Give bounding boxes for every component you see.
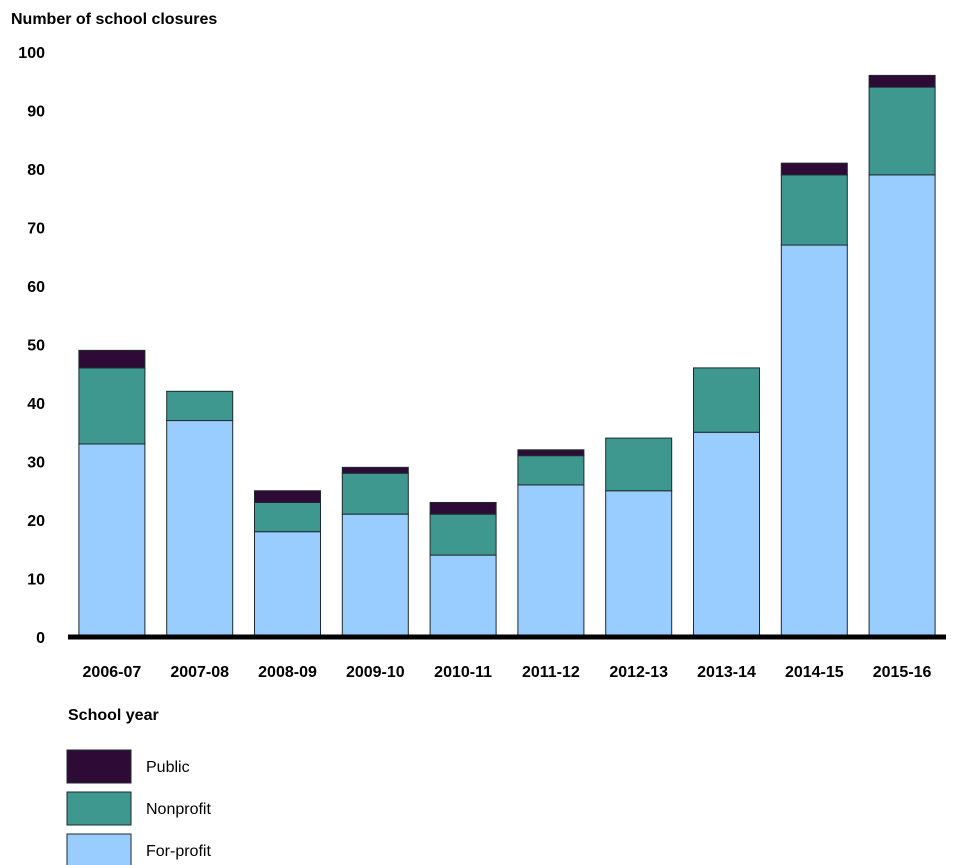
y-axis-tick-labels: 0 10 20 30 40 50 60 70 80 90 100 bbox=[18, 45, 45, 647]
bar-segment-nonprofit bbox=[166, 390, 234, 422]
y-tick-label: 100 bbox=[18, 45, 45, 62]
legend-label: Nonprofit bbox=[146, 801, 211, 818]
bar-segment-for-profit bbox=[254, 531, 321, 638]
y-tick-label: 10 bbox=[27, 572, 45, 589]
x-tick-label: 2011-12 bbox=[522, 664, 580, 681]
bar-segment-nonprofit bbox=[517, 455, 585, 486]
x-tick-label: 2009-10 bbox=[346, 664, 405, 681]
bar-segment-for-profit bbox=[78, 443, 146, 638]
bar-segment-nonprofit bbox=[868, 86, 936, 176]
y-axis-title: Number of school closures bbox=[11, 11, 217, 28]
bar-segment-public bbox=[341, 466, 409, 474]
bar-segment-for-profit bbox=[605, 490, 673, 638]
bar-segment-for-profit bbox=[517, 484, 585, 638]
bar-segment-public bbox=[868, 74, 936, 88]
x-tick-label: 2006-07 bbox=[83, 664, 142, 681]
bar-segment-for-profit bbox=[429, 554, 497, 638]
x-tick-label: 2015-16 bbox=[873, 664, 932, 681]
y-tick-label: 80 bbox=[27, 162, 45, 179]
bar-segment-nonprofit bbox=[78, 367, 146, 445]
bar-segment-nonprofit bbox=[693, 367, 760, 433]
bar-segment-nonprofit bbox=[605, 437, 673, 492]
legend-label: For-profit bbox=[146, 843, 211, 860]
bar-segment-for-profit bbox=[166, 420, 234, 638]
bar-segment-public bbox=[429, 501, 497, 515]
x-tick-label: 2014-15 bbox=[785, 664, 844, 681]
bar-segment-for-profit bbox=[693, 431, 760, 638]
legend-swatch-for-profit bbox=[66, 833, 132, 865]
y-tick-label: 60 bbox=[27, 279, 45, 296]
x-axis-tick-labels: 2006-07 2007-08 2008-09 2009-10 2010-11 2011-… bbox=[83, 664, 932, 681]
bar-segment-public bbox=[254, 490, 321, 503]
legend-label: Public bbox=[146, 759, 190, 776]
bar-segment-public bbox=[780, 162, 848, 176]
legend-swatch-public bbox=[66, 749, 132, 784]
y-tick-label: 50 bbox=[27, 338, 45, 355]
y-tick-label: 40 bbox=[27, 396, 45, 413]
y-tick-label: 20 bbox=[27, 513, 45, 530]
x-tick-label: 2010-11 bbox=[434, 664, 492, 681]
x-tick-label: 2008-09 bbox=[258, 664, 317, 681]
bar-segment-public bbox=[517, 449, 585, 457]
legend-swatch-nonprofit bbox=[66, 791, 132, 826]
bar-segment-nonprofit bbox=[341, 472, 409, 515]
bar-segment-nonprofit bbox=[429, 513, 497, 556]
bar-segment-public bbox=[78, 349, 146, 369]
y-tick-label: 90 bbox=[27, 104, 45, 121]
bar-segment-for-profit bbox=[780, 244, 848, 638]
x-tick-label: 2012-13 bbox=[609, 664, 668, 681]
bar-segment-nonprofit bbox=[780, 174, 848, 246]
bar-segment-for-profit bbox=[868, 174, 936, 638]
x-tick-label: 2007-08 bbox=[170, 664, 229, 681]
y-tick-label: 70 bbox=[27, 221, 45, 238]
legend: Public Nonprofit For-profit bbox=[66, 749, 211, 865]
x-axis-title: School year bbox=[68, 707, 159, 724]
y-tick-label: 30 bbox=[27, 455, 45, 472]
y-tick-label: 0 bbox=[36, 630, 45, 647]
x-tick-label: 2013-14 bbox=[697, 664, 756, 681]
bars bbox=[78, 74, 936, 638]
bar-segment-for-profit bbox=[341, 513, 409, 638]
bar-segment-nonprofit bbox=[254, 501, 321, 533]
